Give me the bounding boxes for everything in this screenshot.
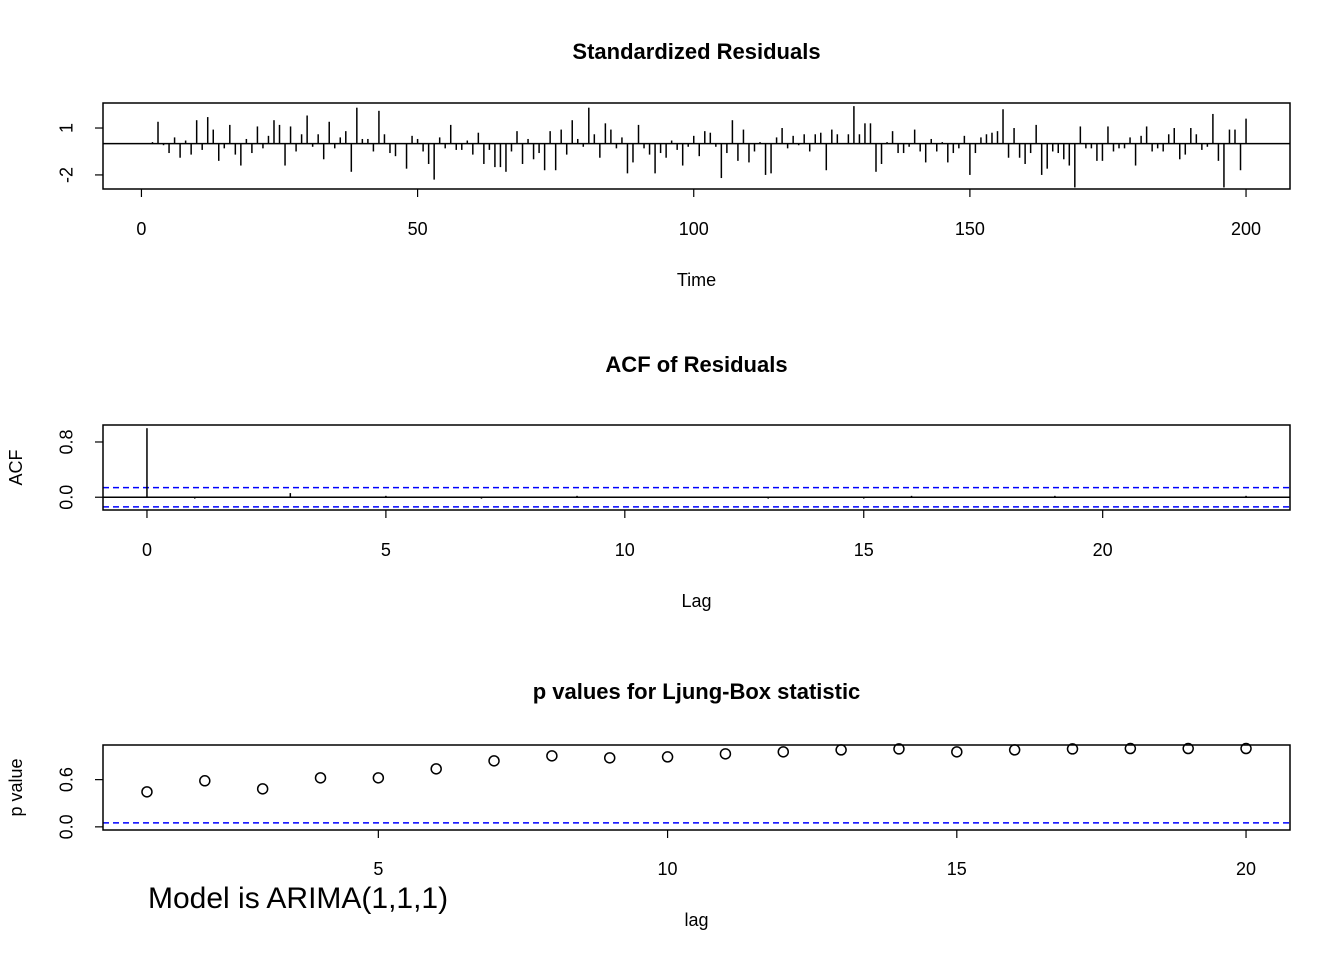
chart-title: Standardized Residuals bbox=[572, 39, 820, 64]
point bbox=[372, 772, 385, 784]
x-tick-label: 10 bbox=[615, 540, 635, 560]
point bbox=[256, 783, 269, 795]
point bbox=[430, 763, 442, 775]
annotation: Model is ARIMA(1,1,1) bbox=[148, 882, 448, 915]
y-tick-label: 1 bbox=[57, 123, 77, 133]
y-axis-label: ACF bbox=[6, 449, 26, 485]
point bbox=[488, 755, 500, 767]
x-axis-label: Time bbox=[677, 270, 716, 290]
point bbox=[1008, 744, 1021, 756]
chart-title: p values for Ljung-Box statistic bbox=[533, 679, 861, 704]
point bbox=[835, 744, 847, 756]
x-tick-label: 10 bbox=[658, 859, 678, 879]
x-tick-label: 0 bbox=[136, 219, 146, 239]
point bbox=[777, 746, 790, 758]
point bbox=[199, 775, 211, 787]
point bbox=[603, 752, 616, 764]
point bbox=[1240, 742, 1252, 755]
x-tick-label: 20 bbox=[1236, 859, 1256, 879]
point bbox=[141, 786, 153, 798]
y-tick-label: 0.0 bbox=[57, 814, 77, 839]
y-tick-label: -2 bbox=[57, 167, 77, 183]
y-tick-label: 0.6 bbox=[57, 767, 77, 792]
x-tick-label: 200 bbox=[1231, 219, 1261, 239]
point bbox=[893, 743, 905, 755]
y-tick-label: 0.0 bbox=[57, 485, 77, 510]
point bbox=[661, 751, 674, 763]
x-tick-label: 150 bbox=[955, 219, 985, 239]
plot-frame bbox=[102, 102, 1291, 190]
x-tick-label: 5 bbox=[381, 540, 391, 560]
x-tick-label: 5 bbox=[373, 859, 383, 879]
x-tick-label: 0 bbox=[142, 540, 152, 560]
point bbox=[719, 748, 732, 760]
point bbox=[1182, 742, 1194, 755]
x-axis-label: Lag bbox=[681, 591, 711, 611]
x-tick-label: 15 bbox=[947, 859, 967, 879]
point bbox=[546, 750, 558, 762]
point bbox=[951, 746, 963, 758]
plot-frame bbox=[102, 744, 1291, 831]
plot-frame bbox=[102, 424, 1291, 511]
point bbox=[314, 772, 327, 784]
x-tick-label: 20 bbox=[1093, 540, 1113, 560]
y-axis-label: p value bbox=[6, 758, 26, 816]
x-axis-label: lag bbox=[684, 910, 708, 930]
chart-title: ACF of Residuals bbox=[605, 352, 787, 377]
x-tick-label: 15 bbox=[854, 540, 874, 560]
point bbox=[1124, 742, 1137, 755]
point bbox=[1066, 743, 1079, 755]
x-tick-label: 100 bbox=[679, 219, 709, 239]
x-tick-label: 50 bbox=[408, 219, 428, 239]
y-tick-label: 0.8 bbox=[57, 429, 77, 454]
